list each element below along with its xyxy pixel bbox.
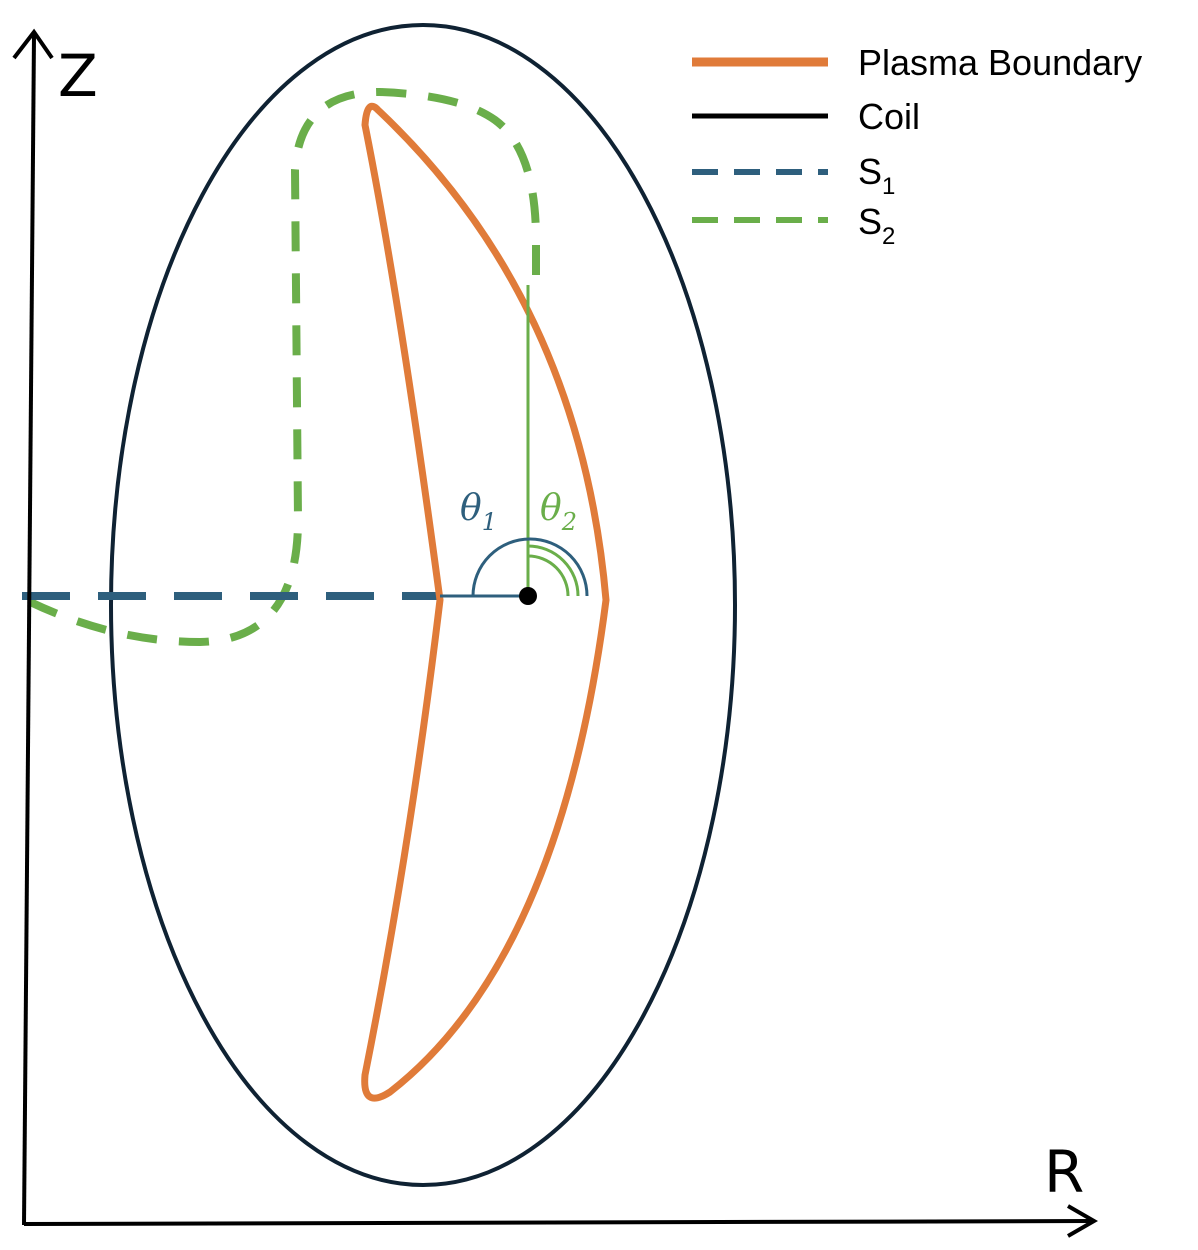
plasma-boundary [361,102,610,1102]
theta2-arc-inner [527,554,570,597]
theta2-label: θ2 [540,488,577,536]
z-axis-arrowhead [12,28,54,60]
theta2-arc-outer [527,544,580,597]
theta1-arc [471,537,589,597]
legend-label-s2: S2 [858,201,895,250]
s2-surface [20,87,540,647]
legend-label-plasma: Plasma Boundary [858,42,1142,83]
legend-label-s1: S1 [858,151,895,200]
legend-label-coil: Coil [858,96,920,137]
r-axis-label: R [1044,1138,1084,1206]
theta1-label: θ1 [460,488,497,536]
r-axis [23,1219,1093,1226]
coil-ellipse [109,23,737,1187]
z-axis [22,34,36,1226]
center-point [519,587,537,605]
r-axis-arrowhead [1067,1204,1099,1238]
legend: Plasma Boundary Coil S1 S2 [692,42,1142,250]
z-axis-label: Z [58,42,98,110]
